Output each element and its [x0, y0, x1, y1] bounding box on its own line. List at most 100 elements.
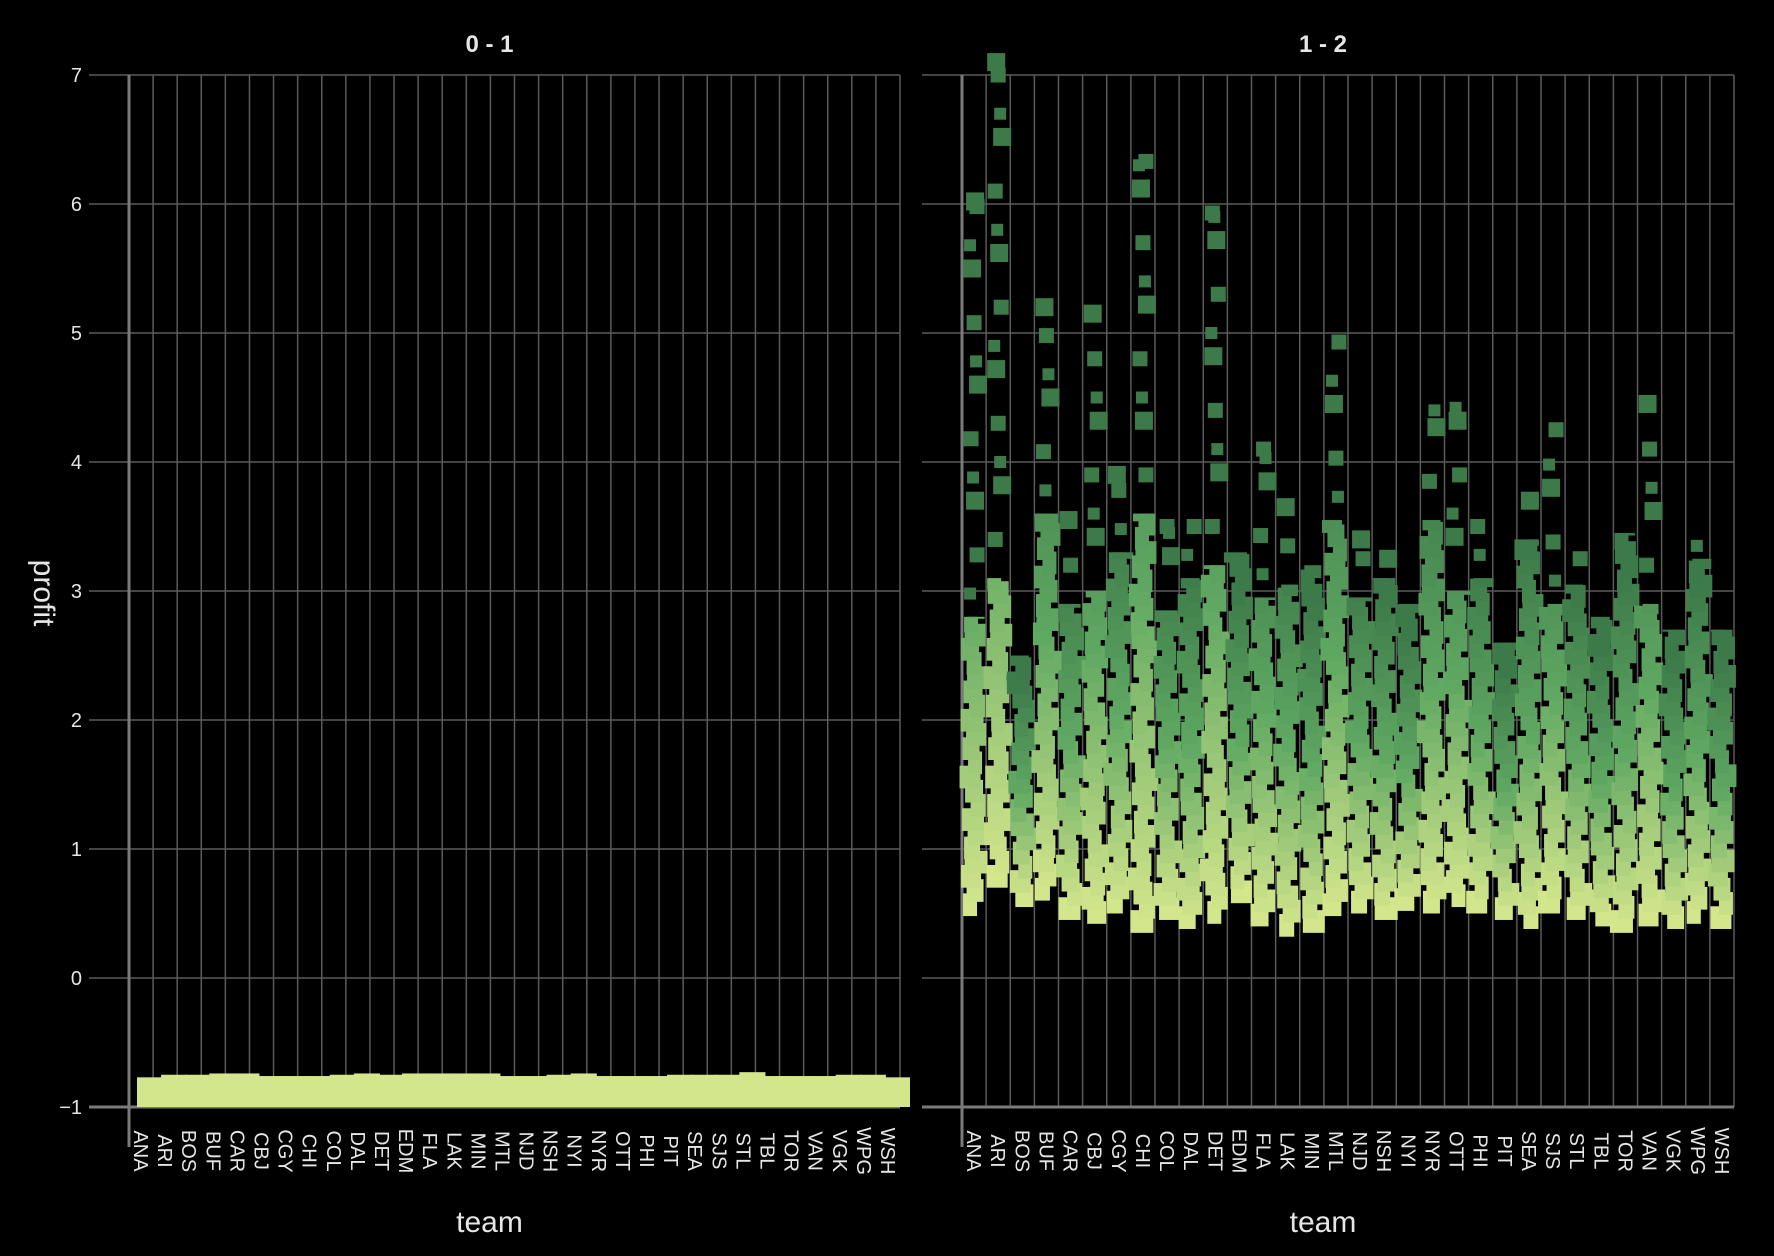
- bar-segment: [1203, 565, 1223, 570]
- bar-segment: [969, 375, 988, 394]
- x-tick-label: DAL: [1179, 1132, 1201, 1171]
- bar-segment: [966, 192, 985, 211]
- bar-cgy: [281, 1076, 308, 1107]
- bar-segment: [1281, 584, 1299, 597]
- bar-buf: [209, 1073, 236, 1107]
- y-tick-label: 1: [71, 839, 82, 861]
- bar-segment: [1448, 411, 1467, 430]
- bar-stack-cgy: [1103, 465, 1134, 914]
- bar-segment: [1542, 478, 1561, 497]
- bar-segment: [1522, 539, 1539, 546]
- bar-segment: [1449, 401, 1462, 414]
- bar-min: [474, 1073, 501, 1107]
- bar-stack-pit: [1490, 642, 1520, 920]
- bar-segment: [1204, 347, 1223, 366]
- x-tick-label: LAK: [442, 1132, 464, 1170]
- facet-title: 0 - 1: [465, 31, 513, 58]
- bar-stack-ana: [959, 192, 990, 917]
- x-tick-label: COL: [322, 1130, 344, 1171]
- bar-ari: [161, 1074, 188, 1107]
- bar-segment: [1470, 519, 1486, 534]
- bar-segment: [1034, 513, 1051, 518]
- bar-segment: [1258, 472, 1277, 491]
- x-tick-label: PIT: [1493, 1135, 1515, 1166]
- bar-segment: [964, 239, 977, 252]
- bar-segment: [1204, 205, 1220, 221]
- bar-segment: [994, 107, 1007, 120]
- x-tick-label: EDM: [1227, 1129, 1249, 1173]
- bar-segment: [1427, 418, 1446, 437]
- bar-segment: [1565, 584, 1584, 594]
- bar-segment: [1138, 153, 1154, 169]
- bar-stack-lak: [1273, 498, 1303, 937]
- bar-segment: [1138, 467, 1154, 483]
- x-tick-label: VAN: [1638, 1131, 1660, 1171]
- y-tick-label: −1: [59, 1097, 82, 1119]
- bar-segment: [1062, 603, 1081, 608]
- bar-segment: [990, 244, 1009, 263]
- bar-segment: [966, 315, 982, 331]
- bar-segment: [1204, 519, 1220, 534]
- bar-segment: [1138, 275, 1151, 288]
- x-tick-label: CGY: [1107, 1129, 1129, 1172]
- bar-stack-cbj: [1080, 304, 1110, 924]
- x-tick-label: SJS: [1541, 1133, 1563, 1170]
- bar-pit: [667, 1074, 694, 1107]
- x-tick-label: DET: [1203, 1131, 1225, 1171]
- bar-segment: [1159, 519, 1175, 534]
- bar-segment: [1321, 520, 1342, 533]
- x-tick-label: BOS: [1010, 1130, 1032, 1172]
- x-tick-label: WSH: [876, 1128, 898, 1175]
- bar-segment: [1346, 597, 1366, 616]
- bar-vgk: [835, 1074, 862, 1107]
- bar-stack-nsh: [1369, 549, 1400, 920]
- bar-edm: [402, 1073, 429, 1107]
- bar-sjs: [715, 1074, 742, 1107]
- x-tick-label: DAL: [346, 1132, 368, 1171]
- bar-stack-mtl: [1320, 334, 1350, 917]
- bar-segment: [1452, 467, 1468, 483]
- x-tick-label: NSH: [539, 1130, 561, 1172]
- bar-segment: [987, 53, 1006, 72]
- bar-segment: [964, 616, 979, 633]
- x-tick-label: CGY: [274, 1129, 296, 1172]
- bar-chi: [305, 1076, 332, 1107]
- x-tick-label: ANA: [962, 1130, 984, 1172]
- bar-nyr: [594, 1076, 621, 1107]
- bar-segment: [1372, 578, 1388, 581]
- bar-segment: [1114, 523, 1127, 536]
- x-tick-label: CBJ: [1083, 1132, 1105, 1170]
- bar-segment: [969, 547, 985, 563]
- bar-segment: [1325, 374, 1338, 387]
- bar-segment: [1328, 450, 1344, 466]
- y-tick-label: 4: [71, 452, 82, 474]
- bar-segment: [963, 431, 979, 447]
- bar-segment: [987, 360, 1006, 379]
- bar-segment: [1207, 231, 1226, 250]
- bar-stack-ari: [983, 53, 1013, 888]
- bar-segment: [1324, 394, 1343, 413]
- y-tick-label: 0: [71, 968, 82, 990]
- bar-segment: [991, 223, 1004, 236]
- bar-segment: [1181, 548, 1194, 561]
- bar-mtl: [498, 1076, 525, 1107]
- bar-ana: [137, 1077, 164, 1107]
- bar-segment: [1639, 557, 1655, 573]
- bar-segment: [1520, 491, 1539, 510]
- bar-segment: [1256, 441, 1272, 457]
- bar-stack-dal: [1176, 519, 1206, 929]
- bar-stack-van: [1634, 394, 1666, 927]
- bar-stack-car: [1056, 511, 1086, 920]
- bar-segment: [1373, 578, 1396, 594]
- y-tick-label: 3: [71, 581, 82, 603]
- x-tick-label: NYR: [587, 1130, 609, 1172]
- bar-segment: [1084, 467, 1100, 483]
- x-tick-label: VGK: [1662, 1130, 1684, 1173]
- bar-segment: [1254, 597, 1269, 615]
- bar-segment: [1547, 603, 1563, 616]
- bar-segment: [1059, 603, 1075, 622]
- bar-fla: [426, 1073, 453, 1107]
- x-tick-label: TOR: [1613, 1130, 1635, 1172]
- bar-bos: [185, 1074, 212, 1107]
- bar-segment: [966, 491, 985, 510]
